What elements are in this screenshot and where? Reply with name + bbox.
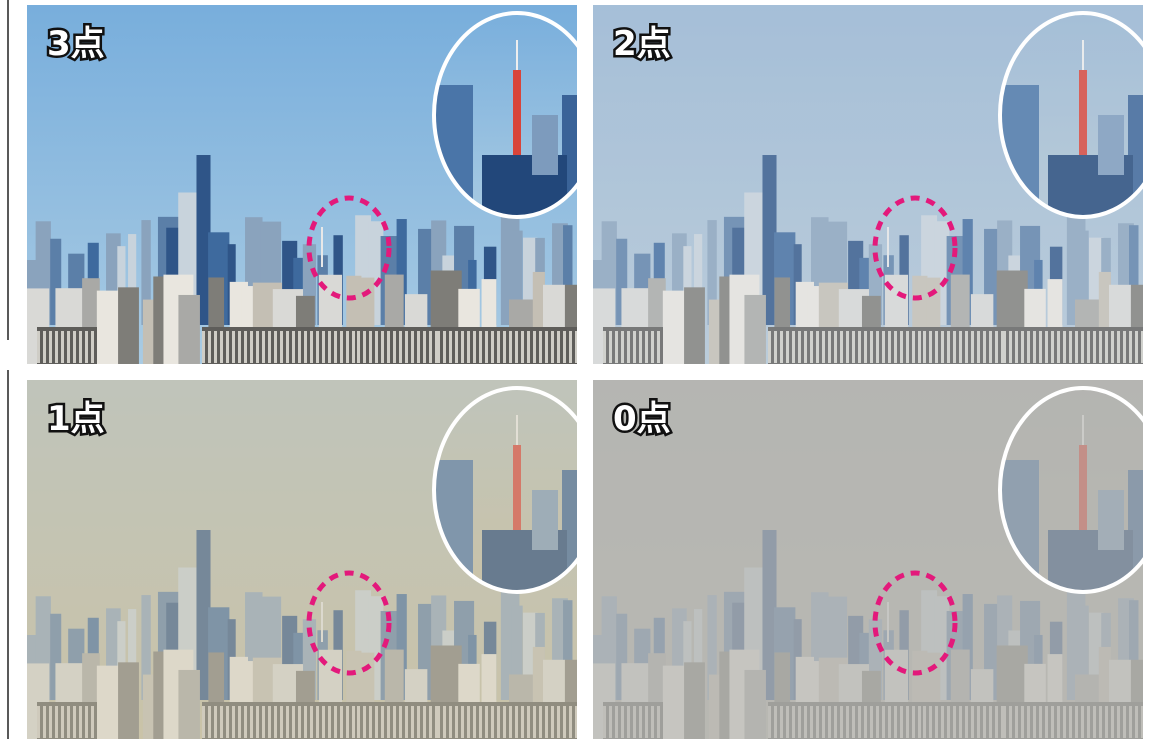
photo-panel bbox=[593, 380, 1153, 739]
score-label: 0点 bbox=[613, 399, 671, 439]
photo-panel bbox=[593, 5, 1153, 375]
score-label: 2点 bbox=[613, 24, 671, 64]
score-label: 1点 bbox=[47, 399, 105, 439]
photo-panel bbox=[27, 380, 607, 739]
photo-grid: 3点 2点 1点 0点 bbox=[0, 0, 1153, 739]
photo-panel bbox=[27, 5, 607, 375]
score-label: 3点 bbox=[47, 24, 105, 64]
